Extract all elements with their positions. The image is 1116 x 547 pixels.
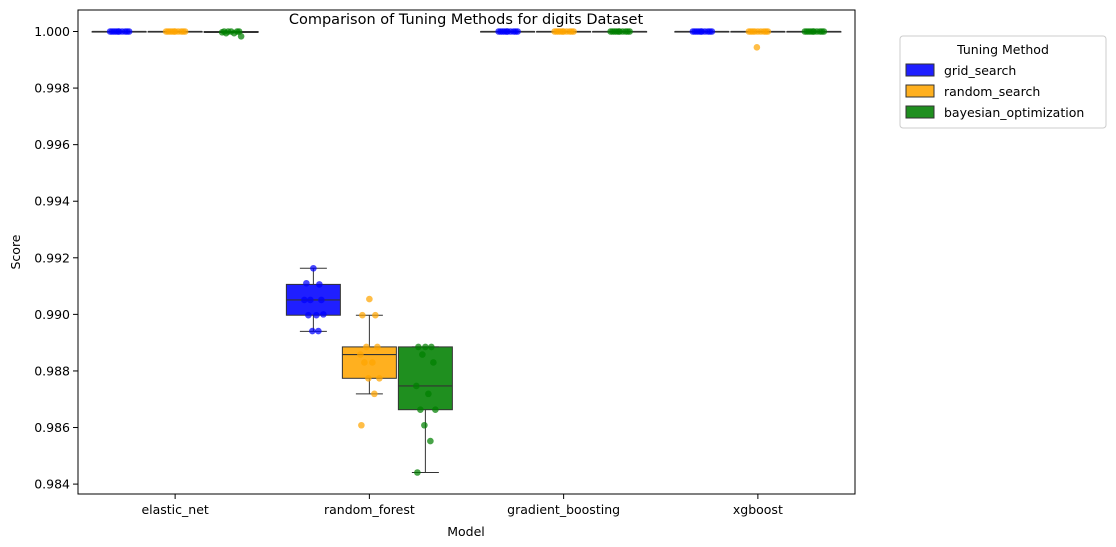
data-point [320,311,327,318]
y-tick-label: 1.000 [34,24,70,39]
data-point [422,343,429,351]
data-point [419,351,426,358]
data-point [428,343,435,351]
x-tick-label: elastic_net [141,502,208,517]
y-tick-label: 0.996 [34,137,70,152]
x-tick-label: random_forest [324,502,415,517]
data-point [708,28,716,35]
data-point [170,28,178,35]
legend-label-random_search: random_search [944,84,1040,99]
data-point [430,359,437,366]
y-axis-label: Score [8,234,23,269]
y-tick-label: 0.994 [34,194,70,209]
box-bayesian_optimization-elastic_net [203,28,259,40]
box-bayesian_optimization-xgboost [786,28,842,35]
data-point [365,375,372,382]
y-axis: 0.984 0.986 0.988 0.990 0.992 0.994 0.996 0.998… [34,24,78,492]
data-point [514,28,521,35]
box-grid_search-random_forest [285,264,341,335]
data-point [626,28,633,35]
data-point [749,28,757,35]
box-random_search-random_forest [341,295,397,429]
box-bayesian_optimization-random_forest [397,343,453,476]
y-tick-label: 0.990 [34,307,70,322]
y-tick-label: 0.998 [34,81,70,96]
box-bayesian_optimization-gradient_boosting [592,28,648,35]
data-point [413,382,420,390]
chart-title: Comparison of Tuning Methods for digits … [289,12,644,28]
data-point [305,311,312,319]
data-point [361,359,368,366]
box-body [397,346,453,411]
data-point [376,375,383,382]
data-point [114,28,122,35]
data-point [809,28,817,35]
y-tick-label: 0.988 [34,363,70,378]
box-random_search-xgboost [730,28,786,51]
legend-label-bayesian_optimization: bayesian_optimization [944,105,1084,120]
box-grid_search-xgboost [674,28,730,35]
legend-frame [899,35,1107,129]
data-point [358,421,365,429]
plot-area [91,28,842,476]
box-random_search-elastic_net [147,28,203,35]
data-point [363,343,370,351]
data-point [374,343,381,351]
y-tick-label: 0.992 [34,250,70,265]
data-point [414,469,421,476]
data-point [697,28,705,35]
legend-label-grid_search: grid_search [944,63,1016,78]
data-point [432,406,439,414]
data-point [222,29,230,37]
data-point [318,296,325,304]
data-point [301,296,308,304]
y-tick-label: 0.984 [34,477,70,492]
data-point [366,295,373,303]
data-point [425,390,432,398]
data-point [417,406,424,414]
plot-frame [77,9,856,495]
data-point [371,390,378,398]
legend-swatch-grid_search [905,63,935,77]
data-point [310,264,317,272]
data-point [369,359,376,366]
data-point [421,421,428,429]
box-grid_search-gradient_boosting [480,28,536,35]
legend: Tuning Method grid_search random_searchba… [899,35,1107,129]
x-tick-label: gradient_boosting [507,502,620,517]
x-axis-label: Model [447,524,485,539]
box-random_search-gradient_boosting [536,28,592,35]
legend-swatch-bayesian_optimization [905,105,935,119]
data-point [230,29,238,37]
data-point [181,28,189,35]
data-point [313,311,320,319]
data-point [570,28,577,35]
y-tick-label: 0.986 [34,420,70,435]
data-point [309,327,316,335]
data-point [753,44,761,51]
box-grid_search-elastic_net [91,28,147,35]
x-axis: elastic_net random_forest gradient_boostin… [141,494,783,517]
data-point [307,296,314,304]
data-point [559,28,566,35]
legend-title: Tuning Method [956,42,1049,57]
data-point [820,28,828,35]
data-point [359,311,366,319]
data-point [415,343,422,351]
data-point [316,281,323,288]
data-point [427,437,434,445]
data-point [372,311,379,319]
x-tick-label: xgboost [733,502,783,517]
data-point [764,28,772,35]
data-point [237,33,245,40]
data-point [757,28,765,35]
data-point [615,28,622,35]
data-point [357,351,364,358]
data-point [315,327,322,335]
data-point [125,28,133,35]
data-point [503,28,510,35]
legend-swatch-random_search [905,84,935,98]
data-point [303,279,310,287]
